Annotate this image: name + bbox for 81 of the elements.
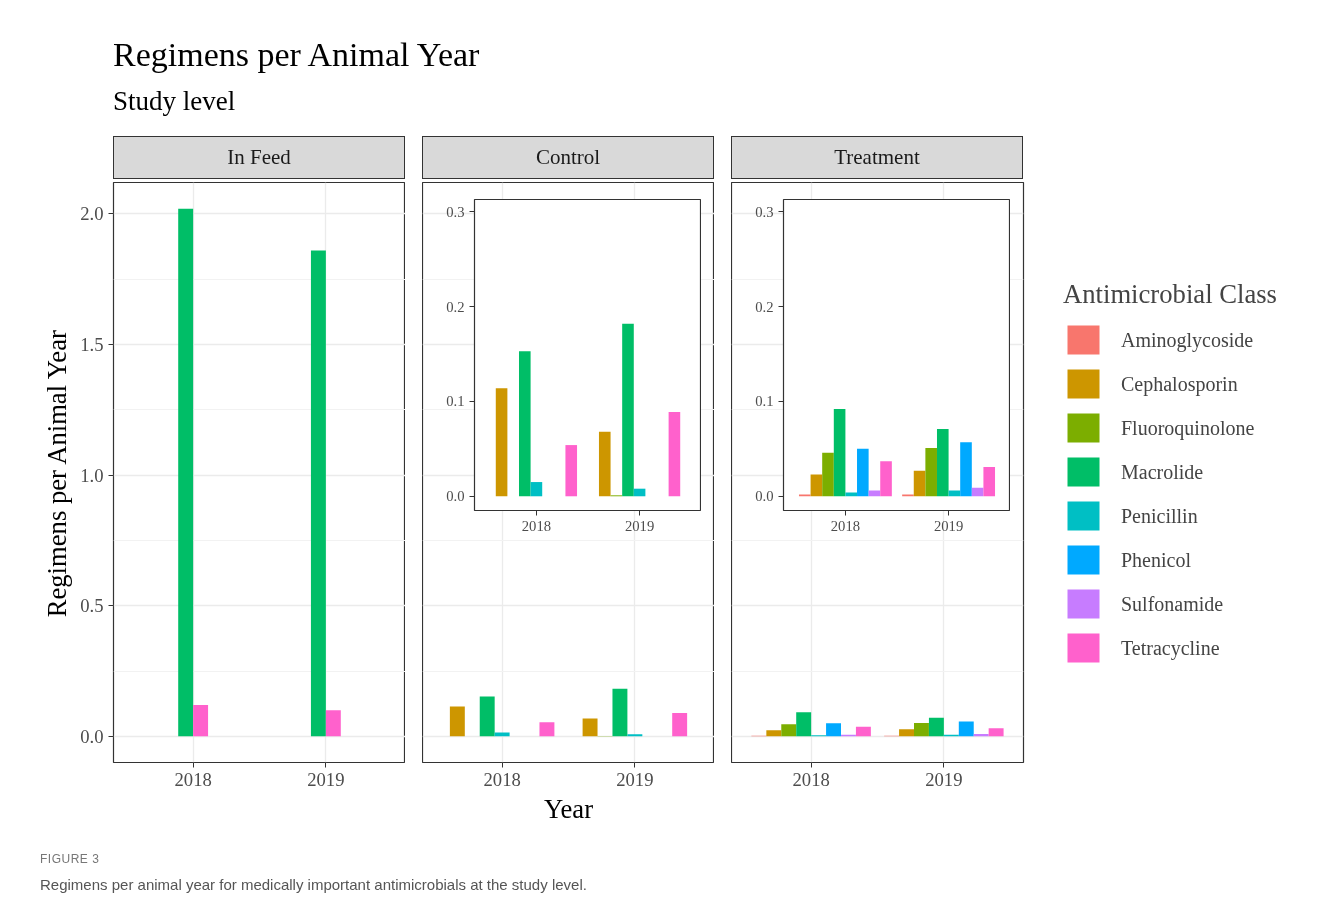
bar — [928, 717, 944, 737]
bar — [479, 696, 495, 737]
bar — [494, 732, 510, 737]
bar — [833, 409, 846, 497]
bar — [826, 723, 841, 737]
bar — [899, 729, 914, 737]
y-tick-label: 0.0 — [755, 488, 774, 505]
bar — [622, 323, 634, 497]
bar — [178, 208, 194, 737]
bar — [627, 734, 643, 737]
legend-label: Tetracycline — [1121, 636, 1220, 659]
bar — [539, 722, 555, 737]
chart-title: Control — [422, 136, 714, 179]
bar — [672, 713, 688, 737]
y-tick-label: 0.1 — [755, 393, 774, 410]
bar — [913, 470, 926, 497]
x-tick-label: 2018 — [174, 768, 212, 790]
chart-title: In Feed — [113, 136, 405, 179]
bar — [781, 724, 797, 737]
bar — [845, 492, 858, 497]
text: Regimens per Animal Year — [113, 36, 480, 74]
bar — [565, 445, 578, 497]
legend-label: Cephalosporin — [1121, 372, 1238, 395]
x-tick-label: 2018 — [521, 517, 552, 534]
x-tick-label: 2018 — [792, 768, 830, 790]
legend-label: Sulfonamide — [1121, 592, 1224, 615]
x-tick-label: 2019 — [925, 768, 963, 790]
x-tick-label: 2019 — [624, 517, 655, 534]
bar — [983, 466, 996, 497]
bar — [880, 461, 892, 497]
x-tick-label: 2018 — [483, 768, 521, 790]
legend-label: Macrolide — [1121, 460, 1204, 483]
legend-label: Penicillin — [1121, 504, 1198, 527]
bar — [598, 431, 611, 497]
bar — [810, 474, 823, 497]
x-tick-label: 2019 — [307, 768, 345, 790]
y-tick-label: 1.5 — [80, 333, 104, 355]
bar — [822, 452, 834, 497]
x-tick-label: 2019 — [933, 517, 964, 534]
bar — [925, 447, 937, 497]
y-tick-label: 0.5 — [80, 595, 104, 617]
bar — [668, 411, 681, 497]
y-tick-label: 0.3 — [446, 203, 465, 220]
bar — [193, 705, 209, 737]
bar — [519, 351, 531, 497]
bar — [495, 388, 508, 497]
y-tick-label: 0.0 — [80, 725, 104, 747]
bar — [914, 723, 929, 737]
y-tick-label: 0.2 — [446, 298, 465, 315]
bar — [958, 721, 974, 737]
bar — [530, 482, 543, 497]
bar — [988, 728, 1004, 737]
legend-label: Aminoglycoside — [1121, 328, 1254, 351]
y-axis-title: Regimens per Animal Year — [42, 329, 73, 618]
legend-title: Antimicrobial Class — [1063, 278, 1277, 310]
x-tick-label: 2019 — [616, 768, 654, 790]
bar — [857, 448, 869, 497]
legend-label: Fluoroquinolone — [1121, 416, 1255, 439]
bar — [325, 710, 341, 737]
bar — [960, 442, 972, 497]
bar — [936, 428, 949, 497]
legend-label: Phenicol — [1121, 548, 1191, 571]
bar — [582, 718, 598, 737]
text: Study level — [113, 86, 236, 117]
y-tick-label: 0.2 — [755, 298, 774, 315]
y-tick-label: 0.0 — [446, 488, 465, 505]
y-tick-label: 2.0 — [80, 203, 104, 225]
chart-title: Treatment — [731, 136, 1023, 179]
y-tick-label: 0.1 — [446, 393, 465, 410]
x-tick-label: 2018 — [830, 517, 861, 534]
y-tick-label: 1.0 — [80, 464, 104, 486]
caption: FIGURE 3 — [40, 852, 100, 866]
text: Regimens per animal year for medically important antimicrobials at the study level. — [40, 876, 587, 893]
bar — [612, 688, 628, 737]
bar — [796, 712, 812, 737]
bar — [310, 250, 326, 737]
bar — [766, 730, 782, 737]
bar — [855, 726, 871, 737]
x-axis-title: Year — [543, 793, 594, 824]
y-tick-label: 0.3 — [755, 203, 774, 220]
bar — [449, 706, 465, 737]
